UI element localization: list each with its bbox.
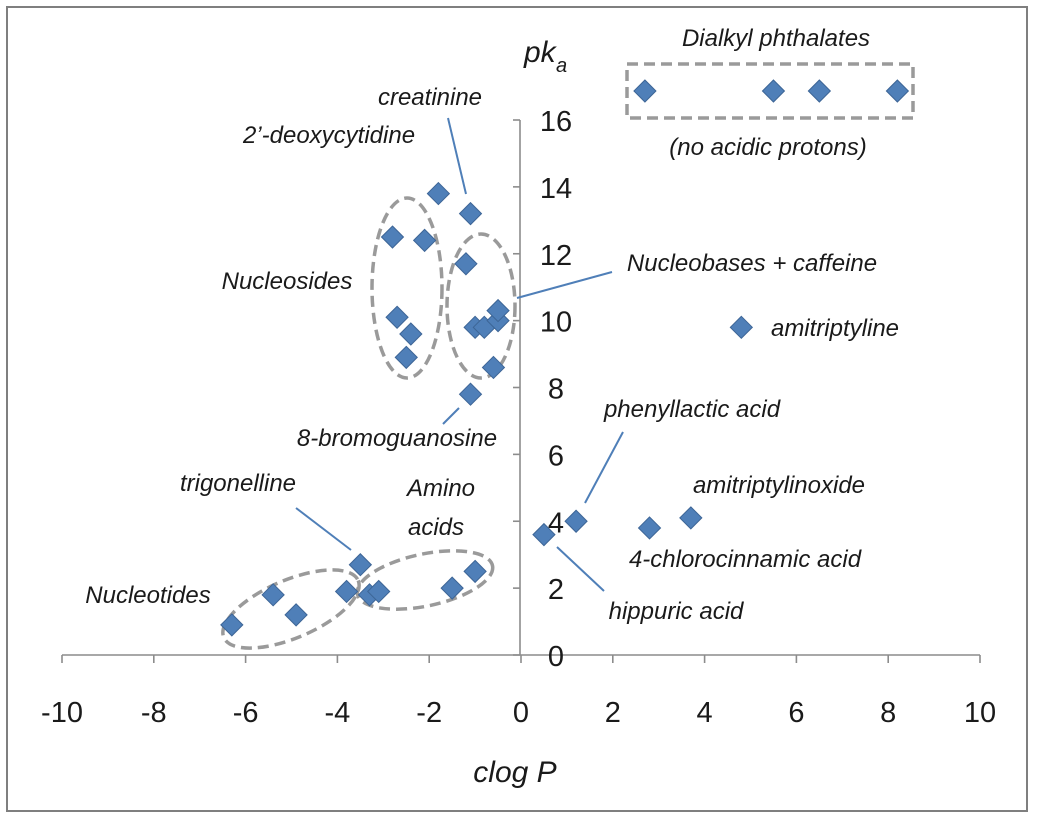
- x-tick-label: 2: [605, 697, 621, 729]
- data-point: [412, 228, 437, 253]
- label-amitriptylinoxide: amitriptylinoxide: [693, 472, 865, 499]
- data-point: [458, 201, 483, 226]
- label-hippuric-acid: hippuric acid: [609, 598, 744, 625]
- leader-creatinine: [447, 117, 467, 195]
- data-point: [458, 382, 483, 406]
- y-axis-label: pk: [523, 36, 558, 69]
- data-point: [486, 298, 510, 323]
- data-point: [463, 559, 487, 584]
- phthalate-point: [807, 79, 832, 103]
- nucleosides-outline: [370, 196, 444, 380]
- data-point: [454, 252, 478, 276]
- y-tick-label: 12: [540, 240, 572, 272]
- x-tick-label: 8: [880, 697, 896, 729]
- data-point: [679, 506, 703, 530]
- x-tick-label: -4: [325, 697, 351, 729]
- leader-bromoguanosine: [442, 407, 460, 425]
- data-point: [440, 576, 464, 600]
- data-point: [729, 315, 754, 340]
- phthalate-point: [885, 79, 910, 103]
- points-group: [220, 79, 910, 637]
- x-tick-label: -6: [233, 697, 259, 729]
- data-point: [532, 522, 556, 547]
- y-tick-label: 0: [548, 641, 564, 673]
- data-point: [399, 322, 423, 346]
- phthalate-point: [761, 79, 786, 103]
- x-tick-label: 6: [788, 697, 804, 729]
- label-nucleotides: Nucleotides: [85, 582, 210, 609]
- data-point: [284, 603, 308, 627]
- data-point: [394, 345, 418, 370]
- label-trigonelline: trigonelline: [180, 470, 296, 497]
- x-tick-label: 0: [513, 697, 529, 729]
- label-creatinine: creatinine: [378, 84, 482, 111]
- x-tick-label: 10: [964, 697, 996, 729]
- y-tick-label: 16: [540, 106, 572, 138]
- label-amino-line2: acids: [408, 514, 464, 541]
- y-tick-label: 10: [540, 307, 572, 339]
- data-point: [380, 225, 405, 249]
- nucleobases-outline: [445, 232, 517, 380]
- amino-acids-outline: [355, 549, 495, 611]
- data-point: [348, 553, 373, 577]
- phthalates-box: [625, 62, 915, 120]
- x-tick-label: -2: [416, 697, 442, 729]
- label-nucleosides: Nucleosides: [222, 268, 353, 295]
- label-bromoguanosine: 8-bromoguanosine: [297, 425, 497, 452]
- chart-frame: [6, 6, 1028, 812]
- y-tick-label: 8: [548, 374, 564, 406]
- data-point: [367, 579, 391, 604]
- label-chlorocinnamic-acid: 4-chlorocinnamic acid: [629, 546, 862, 573]
- x-tick-group: -10 -8 -6 -4 -2 0 2 4 6 8 10: [41, 655, 996, 729]
- data-point: [220, 613, 244, 637]
- label-no-acidic-protons: (no acidic protons): [669, 134, 866, 161]
- y-tick-label: 14: [540, 173, 572, 205]
- x-tick-label: 4: [697, 697, 713, 729]
- data-point: [261, 583, 285, 607]
- data-point: [481, 355, 506, 380]
- y-tick-label: 2: [548, 574, 564, 606]
- leader-nucleobases: [516, 271, 613, 299]
- label-dialkyl-phthalates: Dialkyl phthalates: [682, 25, 870, 52]
- phthalate-point: [633, 79, 657, 103]
- x-axis-label: clog P: [473, 756, 556, 789]
- y-axis-label-subscript: a: [556, 55, 567, 77]
- x-tick-label: -10: [41, 697, 83, 729]
- nucleotides-outline: [221, 568, 361, 650]
- data-point: [564, 509, 588, 533]
- label-amino-line1: Amino: [405, 475, 475, 502]
- label-deoxycytidine: 2’-deoxycytidine: [242, 122, 415, 149]
- data-point: [637, 516, 662, 540]
- data-point: [426, 181, 451, 206]
- label-phenyllactic-acid: phenyllactic acid: [603, 396, 781, 423]
- y-tick-label: 6: [548, 440, 564, 472]
- label-nucleobases: Nucleobases + caffeine: [627, 250, 877, 277]
- leader-trigonelline: [295, 507, 352, 551]
- data-point: [385, 305, 409, 329]
- data-point: [334, 579, 359, 604]
- x-tick-label: -8: [141, 697, 167, 729]
- label-amitriptyline: amitriptyline: [771, 315, 899, 342]
- leader-hippuric: [556, 546, 605, 592]
- leader-phenyllactic: [584, 431, 624, 504]
